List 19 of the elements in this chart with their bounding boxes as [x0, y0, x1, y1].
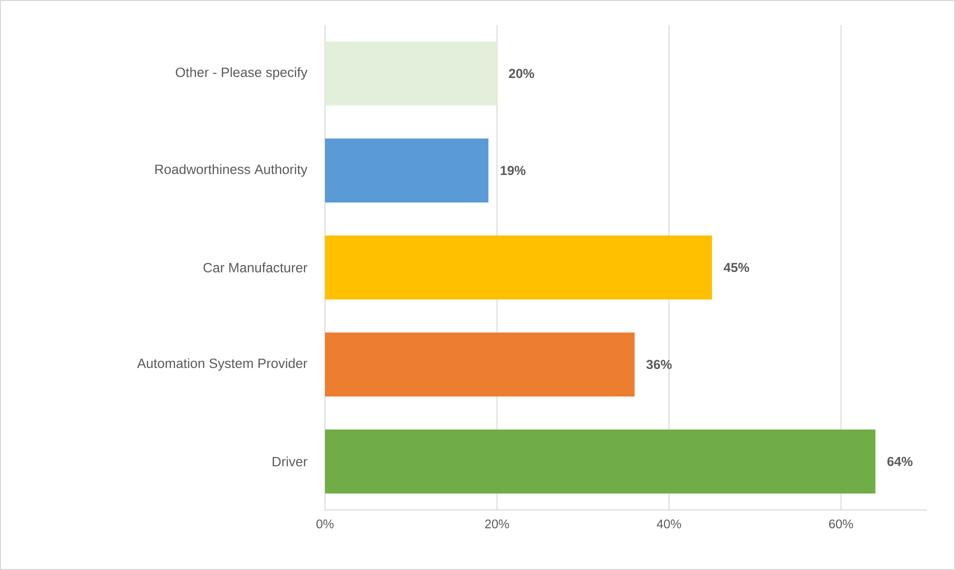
x-tick-label: 0% [316, 520, 334, 528]
y-tick-label: Roadworthiness Authority [155, 164, 308, 177]
bar [325, 235, 712, 300]
y-tick-label: Driver [272, 456, 308, 466]
x-tick-label: 20% [485, 520, 510, 528]
y-tick-label: Other - Please specify [176, 67, 308, 80]
y-tick-label: Automation System Provider [137, 358, 308, 371]
y-tick-label: Car Manufacturer [204, 262, 308, 272]
data-label: 64% [887, 456, 912, 466]
x-tick-label: 40% [656, 520, 682, 528]
x-tick-label: 60% [829, 520, 854, 528]
bar [325, 429, 876, 494]
data-label: 20% [508, 68, 534, 78]
bar [325, 138, 488, 202]
data-label: 45% [724, 262, 750, 272]
data-label: 36% [646, 360, 672, 370]
bar [325, 41, 498, 106]
data-label: 19% [500, 166, 526, 176]
bar [325, 332, 635, 396]
